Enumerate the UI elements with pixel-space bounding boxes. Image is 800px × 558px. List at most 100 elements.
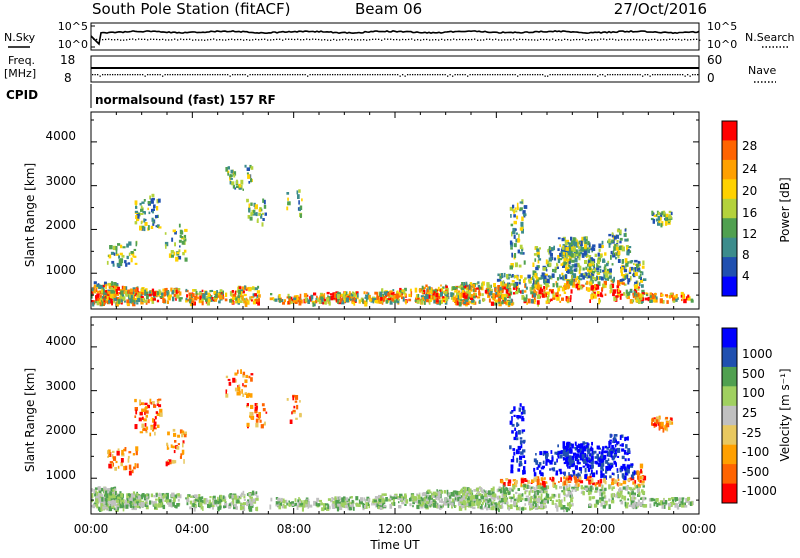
scatter-cell bbox=[601, 471, 603, 476]
scatter-cell bbox=[246, 199, 249, 203]
scatter-cell bbox=[560, 477, 562, 482]
scatter-cell bbox=[380, 297, 383, 301]
scatter-cell bbox=[223, 506, 226, 508]
scatter-cell bbox=[576, 483, 578, 488]
scatter-cell bbox=[149, 500, 151, 504]
nsearch-point bbox=[582, 39, 583, 40]
scatter-cell bbox=[551, 290, 553, 293]
nave-point bbox=[402, 74, 403, 75]
scatter-cell bbox=[598, 244, 601, 249]
power-panel: Slant Range [km] 4000 3000 2000 1000 28 … bbox=[23, 112, 792, 309]
nsearch-point bbox=[438, 39, 439, 40]
scatter-cell bbox=[609, 504, 611, 509]
scatter-cell bbox=[640, 464, 643, 469]
scatter-cell bbox=[472, 284, 474, 287]
scatter-cell bbox=[567, 284, 570, 287]
scatter-cell bbox=[459, 302, 462, 307]
scatter-cell bbox=[239, 188, 242, 190]
scatter-cell bbox=[563, 490, 566, 495]
scatter-cell bbox=[633, 296, 635, 298]
scatter-cell bbox=[364, 291, 366, 294]
scatter-cell bbox=[429, 491, 432, 493]
nave-point bbox=[537, 74, 538, 75]
nsearch-point bbox=[150, 39, 151, 40]
scatter-cell bbox=[691, 300, 694, 303]
scatter-cell bbox=[562, 247, 565, 250]
nave-point bbox=[452, 76, 453, 77]
nave-point bbox=[472, 74, 473, 75]
nave-point bbox=[552, 74, 553, 75]
scatter-cell bbox=[656, 296, 658, 299]
scatter-cell bbox=[174, 294, 176, 297]
scatter-cell bbox=[435, 495, 437, 497]
scatter-cell bbox=[511, 253, 513, 257]
scatter-cell bbox=[627, 498, 629, 500]
scatter-cell bbox=[287, 201, 291, 205]
scatter-cell bbox=[546, 269, 548, 272]
scatter-cell bbox=[637, 490, 639, 492]
scatter-cell bbox=[426, 501, 429, 504]
scatter-cell bbox=[641, 483, 644, 485]
scatter-cell bbox=[290, 301, 292, 304]
scatter-cell bbox=[587, 287, 590, 292]
scatter-cell bbox=[289, 298, 291, 303]
scatter-cell bbox=[573, 471, 575, 473]
nsearch-point bbox=[288, 39, 289, 40]
scatter-cell bbox=[645, 497, 647, 499]
date-label: 27/Oct/2016 bbox=[614, 0, 707, 18]
nave-point bbox=[422, 74, 423, 75]
nsearch-point bbox=[522, 39, 523, 40]
scatter-cell bbox=[326, 298, 330, 302]
scatter-cell bbox=[107, 488, 109, 491]
scatter-cell bbox=[558, 494, 560, 498]
scatter-cell bbox=[599, 451, 601, 454]
scatter-cell bbox=[135, 289, 138, 292]
scatter-cell bbox=[599, 499, 601, 503]
nsearch-point bbox=[651, 39, 652, 40]
nave-point bbox=[547, 76, 548, 77]
scatter-cell bbox=[628, 491, 630, 494]
scatter-cell bbox=[556, 505, 558, 509]
scatter-cell bbox=[566, 484, 568, 486]
scatter-cell bbox=[103, 501, 106, 504]
scatter-cell bbox=[543, 286, 545, 289]
scatter-cell bbox=[176, 503, 179, 507]
nsearch-point bbox=[501, 39, 502, 40]
scatter-cell bbox=[382, 498, 385, 503]
power-ytick-1000: 1000 bbox=[45, 263, 76, 277]
nsearch-point bbox=[516, 39, 517, 40]
nsearch-point bbox=[144, 39, 145, 40]
scatter-cell bbox=[135, 206, 137, 209]
scatter-cell bbox=[436, 293, 439, 297]
nave-point bbox=[377, 74, 378, 75]
scatter-cell bbox=[583, 237, 586, 240]
nsearch-point bbox=[636, 39, 637, 40]
scatter-cell bbox=[346, 497, 349, 501]
scatter-cell bbox=[441, 499, 443, 504]
scatter-cell bbox=[532, 496, 534, 498]
scatter-cell bbox=[429, 503, 431, 506]
scatter-cell bbox=[632, 300, 634, 302]
scatter-cell bbox=[618, 288, 620, 292]
scatter-cell bbox=[611, 240, 613, 243]
nave-point bbox=[685, 76, 686, 77]
scatter-cell bbox=[112, 489, 114, 492]
scatter-cell bbox=[424, 301, 426, 305]
scatter-cell bbox=[225, 299, 228, 302]
scatter-cell bbox=[256, 302, 258, 304]
nsearch-point bbox=[234, 39, 235, 40]
scatter-cell bbox=[612, 473, 614, 476]
scatter-cell bbox=[179, 240, 182, 243]
nsearch-point bbox=[681, 39, 682, 40]
nave-point bbox=[242, 74, 243, 75]
nave-point bbox=[657, 74, 658, 75]
nave-point bbox=[250, 74, 251, 75]
scatter-cell bbox=[592, 473, 595, 477]
nave-point bbox=[167, 74, 168, 75]
scatter-cell bbox=[146, 295, 149, 300]
scatter-cell bbox=[415, 288, 418, 293]
scatter-cell bbox=[570, 267, 572, 272]
scatter-cell bbox=[422, 286, 424, 290]
nave-point bbox=[577, 74, 578, 75]
scatter-cell bbox=[641, 489, 644, 492]
